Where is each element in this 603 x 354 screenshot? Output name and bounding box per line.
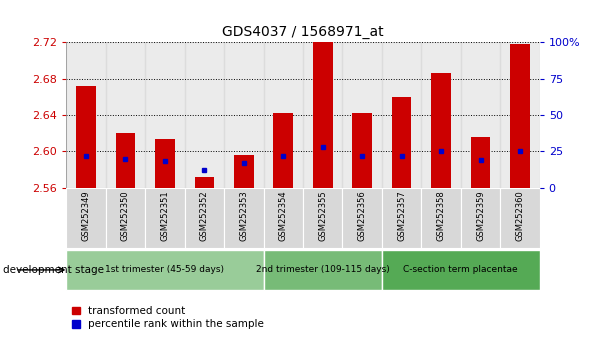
Bar [352,113,372,188]
FancyBboxPatch shape [264,250,382,290]
FancyBboxPatch shape [303,188,343,248]
Bar [500,42,540,188]
FancyBboxPatch shape [66,188,106,248]
FancyBboxPatch shape [106,188,145,248]
FancyBboxPatch shape [145,188,185,248]
Bar [421,42,461,188]
Text: GSM252360: GSM252360 [516,190,525,241]
Text: C-section term placentae: C-section term placentae [403,266,518,274]
Text: GSM252355: GSM252355 [318,190,327,241]
Text: GSM252359: GSM252359 [476,190,485,241]
FancyBboxPatch shape [264,188,303,248]
Text: GSM252351: GSM252351 [160,190,169,241]
Text: GSM252354: GSM252354 [279,190,288,241]
Bar [392,97,411,188]
Legend: transformed count, percentile rank within the sample: transformed count, percentile rank withi… [72,306,264,329]
Text: 2nd trimester (109-115 days): 2nd trimester (109-115 days) [256,266,390,274]
FancyBboxPatch shape [421,188,461,248]
Bar [303,42,343,188]
Bar [273,113,293,188]
Bar [145,42,185,188]
Text: GSM252358: GSM252358 [437,190,446,241]
Bar [66,42,106,188]
Bar [224,42,264,188]
Text: development stage: development stage [3,265,104,275]
FancyBboxPatch shape [382,250,540,290]
Text: GSM252350: GSM252350 [121,190,130,241]
FancyBboxPatch shape [343,188,382,248]
Bar [234,155,254,188]
Text: GSM252352: GSM252352 [200,190,209,241]
Text: GSM252356: GSM252356 [358,190,367,241]
Text: GSM252353: GSM252353 [239,190,248,241]
Bar [185,42,224,188]
Bar [510,44,530,188]
Bar [343,42,382,188]
Text: GSM252349: GSM252349 [81,190,90,241]
Bar [155,139,175,188]
FancyBboxPatch shape [185,188,224,248]
Text: 1st trimester (45-59 days): 1st trimester (45-59 days) [106,266,224,274]
FancyBboxPatch shape [461,188,500,248]
Bar [313,41,333,188]
Bar [76,86,96,188]
Bar [116,133,135,188]
Bar [195,177,214,188]
Text: GSM252357: GSM252357 [397,190,406,241]
Bar [471,137,490,188]
Title: GDS4037 / 1568971_at: GDS4037 / 1568971_at [222,25,384,39]
FancyBboxPatch shape [500,188,540,248]
Bar [382,42,421,188]
Bar [264,42,303,188]
Bar [461,42,500,188]
FancyBboxPatch shape [382,188,421,248]
FancyBboxPatch shape [224,188,264,248]
Bar [431,73,451,188]
FancyBboxPatch shape [66,250,264,290]
Bar [106,42,145,188]
